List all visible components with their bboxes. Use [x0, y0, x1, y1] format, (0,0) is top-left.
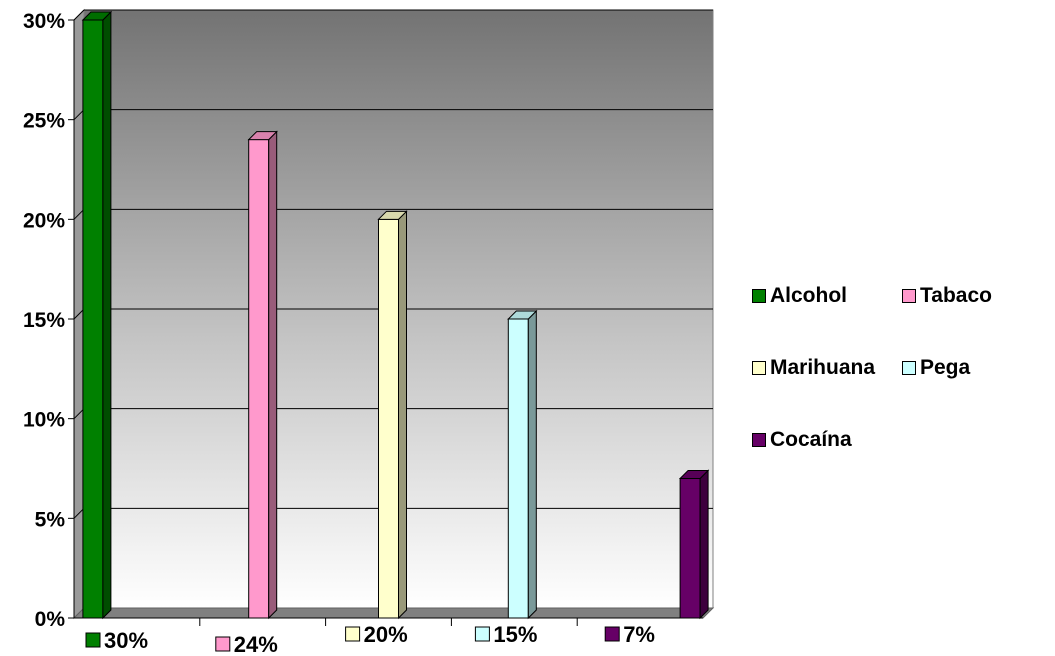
value-label: 30% — [104, 628, 148, 653]
value-label-swatch — [345, 626, 361, 642]
y-tick-label: 0% — [35, 608, 66, 631]
y-tick-label: 10% — [23, 409, 65, 432]
legend-swatch — [752, 361, 766, 375]
bars — [81, 10, 710, 620]
legend-item-pega: Pega — [902, 356, 970, 380]
bar-tabaco — [247, 130, 278, 620]
bar-top — [377, 210, 408, 220]
legend-swatch — [902, 289, 916, 303]
bar-front — [507, 318, 529, 619]
bar-alcohol — [81, 10, 113, 620]
y-tick-label: 25% — [23, 110, 65, 133]
legend-label: Cocaína — [770, 428, 852, 451]
gridline-diagonal — [73, 507, 85, 519]
bar-front — [82, 19, 104, 619]
legend-item-alcohol: Alcohol — [752, 284, 847, 308]
legend-swatch — [752, 433, 766, 447]
value-label-swatch — [604, 626, 620, 642]
value-label-swatch — [215, 636, 231, 652]
bar-cocaína — [678, 469, 710, 620]
bar-top — [507, 310, 538, 320]
bar-top — [81, 11, 113, 21]
bar-front — [679, 477, 701, 619]
bar-front — [378, 218, 399, 619]
legend-item-tabaco: Tabaco — [902, 284, 992, 308]
bar-marihuana — [377, 210, 408, 620]
value-label-swatch — [474, 626, 490, 642]
gridline-diagonal — [73, 208, 85, 220]
value-label: 20% — [364, 622, 408, 647]
bar-side — [699, 469, 709, 620]
gridline-diagonal — [73, 408, 85, 420]
legend-swatch — [752, 289, 766, 303]
y-tick-label: 20% — [23, 209, 65, 232]
legend-item-marihuana: Marihuana — [752, 356, 875, 380]
value-label-swatch — [85, 632, 101, 648]
legend-label: Alcohol — [770, 284, 847, 307]
bar-side — [398, 210, 407, 620]
value-label: 24% — [234, 632, 278, 656]
bar-side — [268, 130, 278, 620]
y-tick-label: 5% — [35, 508, 66, 531]
gridline-diagonal — [73, 109, 85, 121]
y-axis: 0% 5% 10% 15% 20% 25% 30% — [23, 10, 75, 631]
y-tick-label: 15% — [23, 309, 65, 332]
bar-front — [248, 139, 270, 619]
x-axis: 30% 24% 20% 15% 7% — [74, 617, 703, 656]
bar-side — [102, 10, 112, 620]
bar-pega — [507, 309, 538, 620]
gridline-diagonal — [73, 308, 85, 320]
bar-side — [527, 309, 537, 620]
y-tick-label: 30% — [23, 10, 65, 33]
legend-label: Tabaco — [920, 284, 992, 307]
gridline-diagonal — [73, 9, 85, 21]
value-label: 7% — [623, 622, 655, 647]
legend-item-cocaína: Cocaína — [752, 428, 852, 452]
legend-label: Marihuana — [770, 356, 876, 379]
value-label: 15% — [493, 622, 537, 647]
legend-label: Pega — [920, 356, 971, 379]
legend-swatch — [902, 361, 916, 375]
bar-top — [678, 469, 710, 479]
bar-top — [247, 131, 278, 141]
